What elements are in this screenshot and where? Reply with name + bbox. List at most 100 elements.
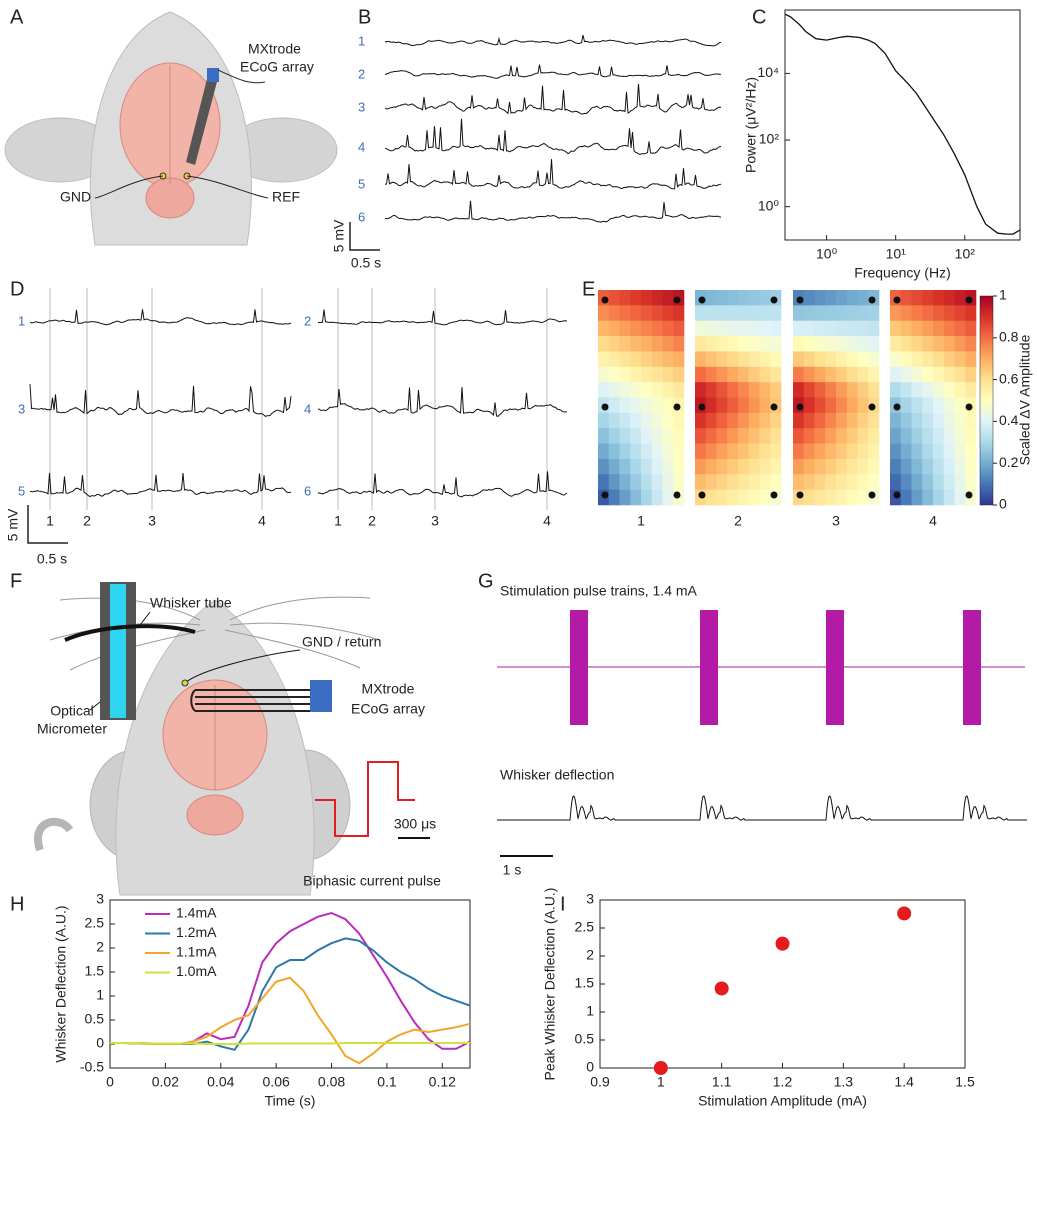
heatmap-cell [673, 428, 685, 444]
heatmap-cell [619, 366, 631, 383]
heatmap-cell [933, 351, 945, 368]
heatmap-cell [630, 320, 642, 337]
y-tick-label: 0.5 [85, 1011, 105, 1027]
axes-frame [599, 899, 966, 1069]
scatter-point [714, 981, 729, 996]
electrode [698, 403, 706, 411]
heatmap-cell [695, 382, 707, 398]
heatmap-cell [748, 397, 760, 414]
heatmap-cell [759, 290, 771, 306]
heatmap-cell [738, 428, 750, 444]
heatmap-cell [900, 412, 912, 429]
electrode [965, 491, 973, 499]
heatmap-cell [630, 382, 642, 398]
heatmap-cell [890, 366, 902, 383]
channel-label: 3 [358, 99, 365, 114]
heatmap-cell [770, 412, 782, 429]
heatmap-cell [825, 290, 837, 306]
heatmap-cell [954, 366, 966, 383]
heatmap-cell [727, 290, 739, 306]
x-tick-label: 1.5 [955, 1074, 975, 1090]
heatmap-cell [619, 474, 631, 490]
heatmap-cell [608, 412, 620, 429]
ecog-trace [384, 159, 722, 190]
heatmap-cell [641, 458, 653, 475]
heatmap-cell [857, 290, 869, 306]
heatmap-cell [738, 366, 750, 383]
heatmap-cell [727, 428, 739, 444]
event-label: 3 [431, 513, 439, 529]
heatmap-cell [836, 474, 848, 490]
heatmap-cell [651, 397, 663, 414]
heatmap-cell [911, 305, 923, 322]
heatmap-cell [793, 305, 805, 322]
ecog-trace [384, 83, 722, 115]
heatmap-cell [695, 428, 707, 444]
x-tick-label: 10¹ [886, 246, 907, 262]
heatmap-cell [759, 397, 771, 414]
panel-label: D [10, 278, 24, 300]
heatmap-cell [900, 458, 912, 475]
ecog-trace [384, 200, 722, 223]
heatmap-cell [911, 366, 923, 383]
heatmap-cell [836, 305, 848, 322]
heatmap-cell [933, 305, 945, 322]
heatmap-cell [630, 474, 642, 490]
heatmap-cell [836, 443, 848, 460]
heatmap-cell [803, 397, 815, 414]
heatmap-cell [641, 428, 653, 444]
legend-entry: 1.4mA [176, 905, 217, 921]
heatmap-cell [803, 290, 815, 306]
event-label: 1 [46, 513, 54, 529]
heatmap-cell [846, 489, 858, 506]
heatmap-cell [922, 382, 934, 398]
x-tick-label: 1.3 [834, 1074, 854, 1090]
heatmap-cell [836, 290, 848, 306]
heatmap-cell [608, 443, 620, 460]
heatmap-cell [943, 489, 955, 506]
heatmap-cell [598, 305, 610, 322]
heatmap-cell [868, 320, 880, 337]
heatmap-cell [933, 290, 945, 306]
heatmap-cell [641, 351, 653, 368]
heatmap-cell [759, 366, 771, 383]
heatmap-cell [673, 336, 685, 352]
heatmap-cell [673, 458, 685, 475]
x-tick-label: 1 [657, 1074, 665, 1090]
heatmap-cell [846, 397, 858, 414]
heatmap-cell [814, 458, 826, 475]
heatmap-cell [662, 412, 674, 429]
heatmap-cell [598, 382, 610, 398]
y-tick-label: 3 [586, 891, 594, 907]
heatmap-cell [748, 428, 760, 444]
y-tick-label: 1 [586, 1003, 594, 1019]
heatmap-cell [651, 290, 663, 306]
heatmap-cell [716, 351, 728, 368]
heatmap-cell [748, 336, 760, 352]
heatmap-cell [619, 489, 631, 506]
heatmap-cell [738, 382, 750, 398]
y-tick-label: 3 [96, 891, 104, 907]
heatmap-cell [900, 290, 912, 306]
channel-label: 2 [358, 66, 365, 81]
heatmap-cell [716, 397, 728, 414]
scatter-point [653, 1061, 668, 1075]
heatmap-cell [608, 320, 620, 337]
heatmap-cell [651, 428, 663, 444]
scale-bar [27, 505, 68, 544]
y-axis-label: Whisker Deflection (A.U.) [53, 905, 69, 1062]
heatmap-cell [825, 458, 837, 475]
heatmap-cell [954, 412, 966, 429]
heatmap-cell [836, 412, 848, 429]
heatmap-cell [695, 336, 707, 352]
heatmap-cell [814, 474, 826, 490]
scale-label: 0.5 s [351, 255, 381, 271]
heatmap-cell [803, 351, 815, 368]
heatmap-cell [695, 320, 707, 337]
heatmap-cell [857, 351, 869, 368]
heatmap-cell [727, 474, 739, 490]
heatmap-cell [770, 428, 782, 444]
heatmap-cell [868, 305, 880, 322]
heatmap-cell [673, 305, 685, 322]
